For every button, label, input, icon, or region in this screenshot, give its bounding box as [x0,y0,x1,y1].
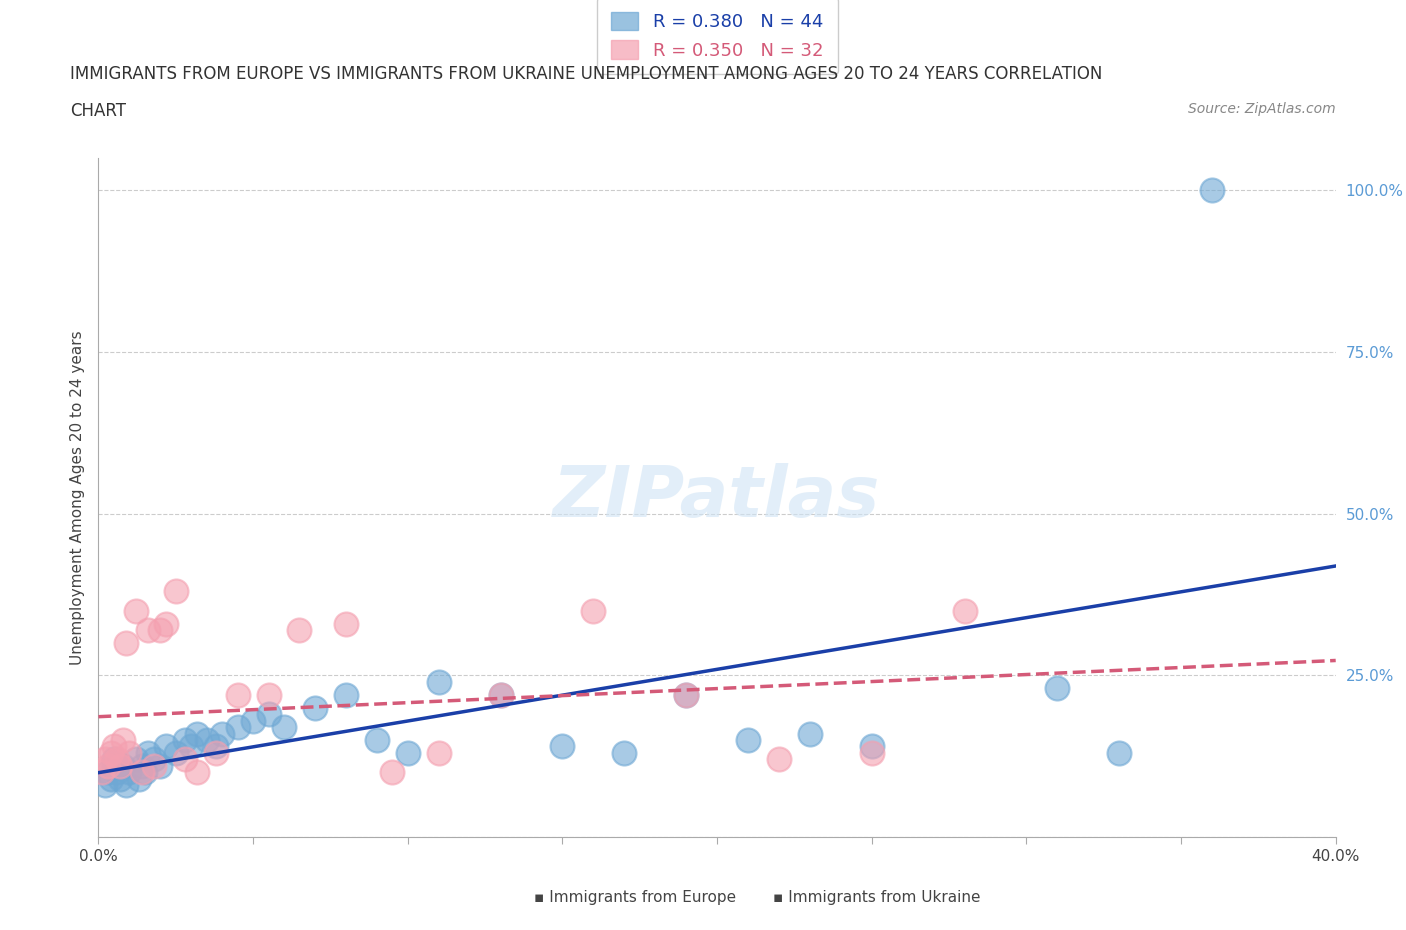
Point [149,759,172,774]
Point [143,759,166,774]
Point [155,617,177,631]
Point [195,733,218,748]
Point [551,739,574,754]
Point [97,764,120,779]
Point [112,733,135,748]
Point [112,759,135,774]
Point [124,752,146,767]
Point [115,635,138,650]
Point [613,746,636,761]
Point [304,700,326,715]
Point [205,739,228,754]
Point [211,726,233,741]
Point [335,617,357,631]
Point [226,720,249,735]
Point [93,777,115,792]
Point [100,746,122,761]
Point [288,623,311,638]
Point [226,687,249,702]
Point [165,746,187,761]
Point [186,764,208,779]
Point [136,746,159,761]
Text: IMMIGRANTS FROM EUROPE VS IMMIGRANTS FROM UKRAINE UNEMPLOYMENT AMONG AGES 20 TO : IMMIGRANTS FROM EUROPE VS IMMIGRANTS FRO… [70,65,1102,83]
Point [186,726,208,741]
Point [124,604,146,618]
Point [174,752,197,767]
Point [105,752,128,767]
Point [100,771,122,786]
Point [799,726,821,741]
Point [93,752,115,767]
Point [205,746,228,761]
Legend: R = 0.380   N = 44, R = 0.350   N = 32: R = 0.380 N = 44, R = 0.350 N = 32 [596,0,838,74]
Point [953,604,976,618]
Point [180,739,202,754]
Point [396,746,419,761]
Text: ▪ Immigrants from Ukraine: ▪ Immigrants from Ukraine [773,890,981,905]
Point [149,623,172,638]
Point [737,733,759,748]
Point [131,759,153,774]
Point [242,713,264,728]
Point [90,764,112,779]
Point [105,764,128,779]
Point [366,733,388,748]
Point [273,720,295,735]
Point [174,733,197,748]
Point [108,771,131,786]
Point [768,752,790,767]
Point [675,687,697,702]
Point [165,584,187,599]
Point [257,707,280,722]
Point [427,746,450,761]
Point [108,759,131,774]
Point [489,687,512,702]
Point [136,623,159,638]
Point [675,687,697,702]
Point [1201,183,1223,198]
Point [381,764,404,779]
Point [103,752,125,767]
Text: ZIPatlas: ZIPatlas [554,463,880,532]
Point [257,687,280,702]
Point [860,746,883,761]
Point [860,739,883,754]
Point [134,764,156,779]
Point [1046,681,1069,696]
Point [115,777,138,792]
Point [1108,746,1130,761]
Point [427,674,450,689]
Point [143,752,166,767]
Point [103,759,125,774]
Point [155,739,177,754]
Text: ▪ Immigrants from Europe: ▪ Immigrants from Europe [534,890,737,905]
Point [582,604,605,618]
Point [118,746,141,761]
Point [128,771,150,786]
Point [131,764,153,779]
Text: CHART: CHART [70,102,127,120]
Y-axis label: Unemployment Among Ages 20 to 24 years: Unemployment Among Ages 20 to 24 years [69,330,84,665]
Point [335,687,357,702]
Point [103,739,125,754]
Text: Source: ZipAtlas.com: Source: ZipAtlas.com [1188,102,1336,116]
Point [97,759,120,774]
Point [489,687,512,702]
Point [118,764,141,779]
